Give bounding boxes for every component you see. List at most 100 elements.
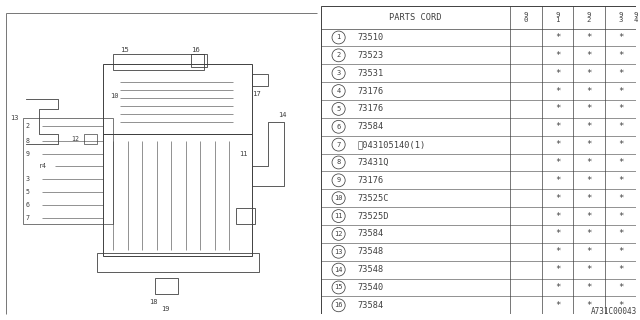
Text: *: * xyxy=(586,51,591,60)
Text: *: * xyxy=(555,212,560,220)
Text: *: * xyxy=(618,69,623,78)
Circle shape xyxy=(332,281,345,294)
Text: 18: 18 xyxy=(148,300,157,305)
Circle shape xyxy=(332,84,345,98)
Circle shape xyxy=(332,245,345,258)
Bar xyxy=(191,54,207,67)
Circle shape xyxy=(332,210,345,222)
Text: *: * xyxy=(586,212,591,220)
Text: 7: 7 xyxy=(26,215,30,220)
Text: *: * xyxy=(586,104,591,113)
Text: *: * xyxy=(555,265,560,274)
Text: 15: 15 xyxy=(334,284,343,291)
Text: 2: 2 xyxy=(26,124,30,129)
Circle shape xyxy=(332,192,345,204)
Text: 73584: 73584 xyxy=(358,229,384,238)
Circle shape xyxy=(332,49,345,62)
Circle shape xyxy=(332,263,345,276)
Text: *: * xyxy=(618,33,623,42)
Text: *: * xyxy=(555,158,560,167)
Text: 73510: 73510 xyxy=(358,33,384,42)
Circle shape xyxy=(332,174,345,187)
Text: 3: 3 xyxy=(26,176,30,182)
Text: 6: 6 xyxy=(337,124,340,130)
Text: *: * xyxy=(555,229,560,238)
Bar xyxy=(236,208,255,224)
Text: *: * xyxy=(555,122,560,131)
Text: Ⓢ043105140(1): Ⓢ043105140(1) xyxy=(358,140,426,149)
Text: 5: 5 xyxy=(26,189,30,195)
Circle shape xyxy=(332,299,345,312)
Text: 73531: 73531 xyxy=(358,69,384,78)
Text: 73431Q: 73431Q xyxy=(358,158,389,167)
Text: *: * xyxy=(586,283,591,292)
Text: *: * xyxy=(618,194,623,203)
Text: *: * xyxy=(618,140,623,149)
Text: *: * xyxy=(586,301,591,310)
Text: *: * xyxy=(586,140,591,149)
Circle shape xyxy=(332,102,345,115)
Text: 16: 16 xyxy=(334,302,343,308)
Text: 9: 9 xyxy=(337,177,340,183)
Bar xyxy=(97,253,259,272)
Text: 17: 17 xyxy=(252,92,261,97)
Text: *: * xyxy=(618,301,623,310)
Text: 11: 11 xyxy=(334,213,343,219)
Text: r4: r4 xyxy=(39,164,47,169)
Text: *: * xyxy=(555,33,560,42)
Text: *: * xyxy=(618,86,623,96)
Text: *: * xyxy=(618,158,623,167)
Text: 11: 11 xyxy=(239,151,248,156)
Text: *: * xyxy=(555,69,560,78)
Text: 73176: 73176 xyxy=(358,86,384,96)
Text: *: * xyxy=(586,194,591,203)
Text: *: * xyxy=(555,247,560,256)
Text: 13: 13 xyxy=(10,116,18,121)
Text: 73540: 73540 xyxy=(358,283,384,292)
Text: 73523: 73523 xyxy=(358,51,384,60)
Text: *: * xyxy=(586,33,591,42)
Text: 9
3: 9 3 xyxy=(618,12,623,23)
Text: *: * xyxy=(618,283,623,292)
Text: *: * xyxy=(586,158,591,167)
Text: 2: 2 xyxy=(337,52,340,58)
Text: 19: 19 xyxy=(161,306,170,312)
Text: *: * xyxy=(555,176,560,185)
Text: 73584: 73584 xyxy=(358,122,384,131)
Text: *: * xyxy=(555,301,560,310)
Text: *: * xyxy=(618,229,623,238)
Text: *: * xyxy=(555,194,560,203)
Text: A731C00043: A731C00043 xyxy=(591,307,637,316)
Text: *: * xyxy=(586,69,591,78)
Text: 12: 12 xyxy=(71,136,79,142)
Text: *: * xyxy=(586,122,591,131)
Bar xyxy=(252,74,268,86)
Text: *: * xyxy=(618,51,623,60)
Bar xyxy=(22,118,113,224)
Text: *: * xyxy=(618,122,623,131)
Circle shape xyxy=(332,228,345,240)
Text: *: * xyxy=(618,176,623,185)
Text: 4: 4 xyxy=(337,88,340,94)
Text: *: * xyxy=(618,212,623,220)
Text: 10: 10 xyxy=(334,195,343,201)
Text: 14: 14 xyxy=(278,112,287,118)
Text: *: * xyxy=(586,176,591,185)
Text: *: * xyxy=(586,229,591,238)
Text: 7: 7 xyxy=(337,142,340,148)
Text: 73525C: 73525C xyxy=(358,194,389,203)
Circle shape xyxy=(332,67,345,80)
Text: 5: 5 xyxy=(337,106,340,112)
Text: *: * xyxy=(555,51,560,60)
Text: *: * xyxy=(586,86,591,96)
Circle shape xyxy=(332,31,345,44)
Text: 15: 15 xyxy=(120,47,129,52)
Bar xyxy=(155,278,178,294)
Circle shape xyxy=(332,138,345,151)
Text: 73584: 73584 xyxy=(358,301,384,310)
Text: 10: 10 xyxy=(110,93,118,99)
Text: 9
4: 9 4 xyxy=(634,12,638,23)
Text: *: * xyxy=(618,247,623,256)
Text: 13: 13 xyxy=(334,249,343,255)
Bar xyxy=(113,54,204,70)
